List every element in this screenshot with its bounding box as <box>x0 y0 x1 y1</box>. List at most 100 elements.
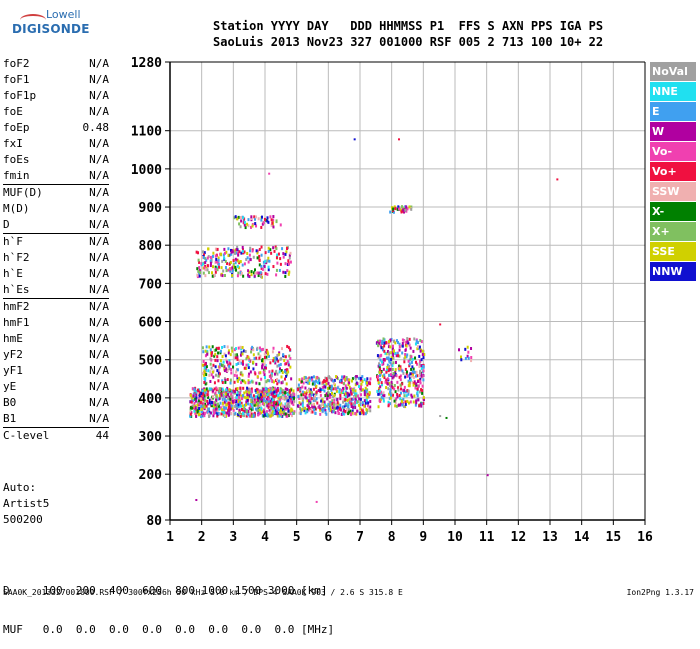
echo-point <box>254 407 257 411</box>
echo-point <box>313 405 316 409</box>
echo-point <box>245 257 248 261</box>
echo-point <box>403 210 406 214</box>
echo-point <box>315 379 318 383</box>
echo-point <box>400 402 403 406</box>
echo-point <box>327 403 330 407</box>
echo-point <box>238 266 241 270</box>
echo-point <box>216 410 219 414</box>
echo-point <box>191 404 194 408</box>
echo-point <box>228 401 231 405</box>
echo-point <box>227 393 230 397</box>
echo-point <box>376 354 379 358</box>
echo-point <box>385 356 388 360</box>
echo-point <box>228 262 231 266</box>
echo-point <box>240 371 243 375</box>
echo-point <box>275 273 278 277</box>
echo-point <box>265 401 268 405</box>
echo-point <box>231 250 234 254</box>
echo-point <box>399 374 402 378</box>
echo-point <box>211 254 214 258</box>
echo-point <box>399 365 402 369</box>
echo-point <box>400 205 403 209</box>
echo-point <box>323 379 326 383</box>
echo-point <box>202 271 205 275</box>
echo-point <box>347 401 350 405</box>
echo-point <box>380 390 383 394</box>
param-value: N/A <box>89 283 109 296</box>
echo-point <box>225 250 228 254</box>
echo-point <box>284 402 287 406</box>
echo-point <box>394 207 397 211</box>
echo-point <box>196 409 199 413</box>
echo-point <box>356 382 359 386</box>
echo-point <box>421 353 424 357</box>
param-row: h`Es N/A <box>3 282 109 298</box>
echo-point <box>263 408 266 412</box>
echo-point <box>556 178 559 181</box>
echo-point <box>278 414 281 418</box>
echo-point <box>322 407 325 411</box>
echo-point <box>271 369 274 373</box>
echo-point <box>270 376 273 380</box>
echo-point <box>270 413 273 417</box>
echo-point <box>333 383 336 387</box>
echo-point <box>379 397 382 401</box>
echo-point <box>281 396 284 400</box>
echo-point <box>189 394 192 398</box>
y-tick-label: 200 <box>139 468 163 483</box>
echo-point <box>254 400 257 404</box>
echo-point <box>348 398 351 402</box>
echo-point <box>203 414 206 418</box>
echo-point <box>286 373 289 377</box>
echo-point <box>329 395 332 399</box>
echo-point <box>331 410 334 414</box>
echo-point <box>353 138 356 141</box>
echo-point <box>359 393 362 397</box>
echo-point <box>286 263 289 267</box>
echo-point <box>378 386 381 390</box>
echo-point <box>311 382 314 386</box>
auto-label: Auto: <box>3 481 37 494</box>
echo-point <box>227 254 230 258</box>
echo-point <box>272 225 275 229</box>
echo-point <box>403 405 406 409</box>
echo-point <box>315 390 318 394</box>
echo-point <box>386 350 389 354</box>
echo-point <box>391 376 394 380</box>
echo-point <box>256 404 259 408</box>
echo-point <box>332 381 335 385</box>
echo-point <box>267 403 270 407</box>
echo-point <box>392 371 395 375</box>
echo-point <box>341 405 344 409</box>
echo-point <box>287 363 290 367</box>
echo-point <box>414 360 417 364</box>
echo-point <box>421 349 424 353</box>
echo-point <box>420 388 423 392</box>
echo-point <box>272 404 275 408</box>
echo-point <box>410 205 413 209</box>
echo-point <box>266 272 269 276</box>
echo-point <box>239 388 242 392</box>
echo-point <box>369 377 372 381</box>
echo-point <box>249 395 252 399</box>
echo-point <box>267 249 270 253</box>
echo-point <box>360 382 363 386</box>
echo-point <box>265 380 268 384</box>
echo-point <box>238 359 241 363</box>
echo-point <box>195 389 198 393</box>
echo-point <box>217 258 220 262</box>
echo-point <box>199 271 202 275</box>
echo-point <box>228 388 231 392</box>
echo-point <box>265 412 268 416</box>
echo-point <box>388 351 391 355</box>
echo-point <box>262 260 265 264</box>
echo-point <box>255 362 258 366</box>
echo-point <box>405 394 408 398</box>
echo-point <box>231 396 234 400</box>
echo-point <box>344 384 347 388</box>
echo-point <box>409 357 412 361</box>
echo-point <box>210 404 213 408</box>
echo-point <box>347 378 350 382</box>
echo-point <box>345 376 348 380</box>
echo-point <box>209 370 212 374</box>
